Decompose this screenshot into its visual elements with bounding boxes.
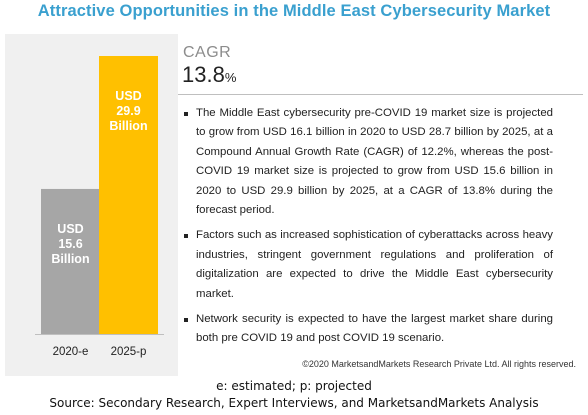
bullet-icon [184,112,188,116]
bar-2020-e [41,188,100,334]
bullet-text: The Middle East cybersecurity pre-COVID … [196,107,553,217]
cagr-value: 13.8% [182,62,236,88]
bar-value-label: USD [115,89,141,103]
page-title: Attractive Opportunities in the Middle E… [37,2,551,20]
x-tick-label: 2020-e [53,346,89,358]
bar-2025-p [99,56,158,334]
bullet-icon [184,318,188,323]
source-note: Source: Secondary Research, Expert Inter… [49,396,539,410]
bar-value-label: 15.6 [58,237,82,251]
x-tick-label: 2025-p [111,346,147,358]
bar-value-label: Billion [51,252,89,266]
bullet-text: Network security is expected to have the… [196,313,553,345]
bar-value-label: USD [57,222,83,236]
bullet-text: Factors such as increased sophistication… [196,229,553,300]
list-item: Factors such as increased sophistication… [183,226,553,304]
bar-value-label: Billion [109,119,147,133]
divider [178,94,583,95]
info-panel [178,34,583,376]
copyright-notice: ©2020 MarketsandMarkets Research Private… [302,359,576,369]
cagr-unit: % [224,70,237,85]
cagr-number: 13.8 [182,62,225,87]
insights-list: The Middle East cybersecurity pre-COVID … [183,104,553,355]
cagr-label: CAGR [183,44,232,61]
bar-value-label: 29.9 [116,104,140,118]
list-item: The Middle East cybersecurity pre-COVID … [183,104,553,220]
list-item: Network security is expected to have the… [183,310,553,349]
bullet-icon [184,234,188,239]
legend-note: e: estimated; p: projected [216,379,372,393]
